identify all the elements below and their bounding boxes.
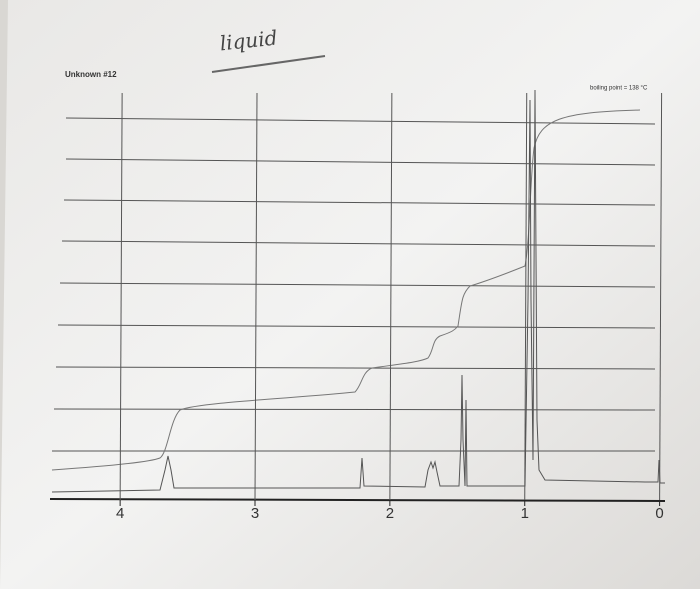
x-tick-label: 3 bbox=[251, 505, 259, 522]
x-tick-label: 4 bbox=[116, 505, 124, 522]
grid-line bbox=[119, 92, 123, 501]
integral-curve bbox=[51, 109, 641, 471]
grid-line bbox=[524, 92, 528, 501]
annotation: boiling point = 138 °C bbox=[590, 86, 648, 92]
x-tick-label: 2 bbox=[386, 505, 394, 522]
handwritten-note: liquid bbox=[219, 26, 279, 56]
grid-line bbox=[659, 92, 663, 501]
grid-line bbox=[254, 92, 258, 501]
grid-line bbox=[389, 92, 393, 501]
x-tick-label: 0 bbox=[655, 505, 663, 522]
x-tick-label: 1 bbox=[521, 505, 529, 522]
horizontal-grid bbox=[52, 117, 656, 452]
x-axis bbox=[49, 498, 666, 502]
handwritten-underline bbox=[211, 55, 326, 73]
spectrum bbox=[51, 89, 665, 493]
chart-title: Unknown #12 bbox=[65, 70, 117, 79]
